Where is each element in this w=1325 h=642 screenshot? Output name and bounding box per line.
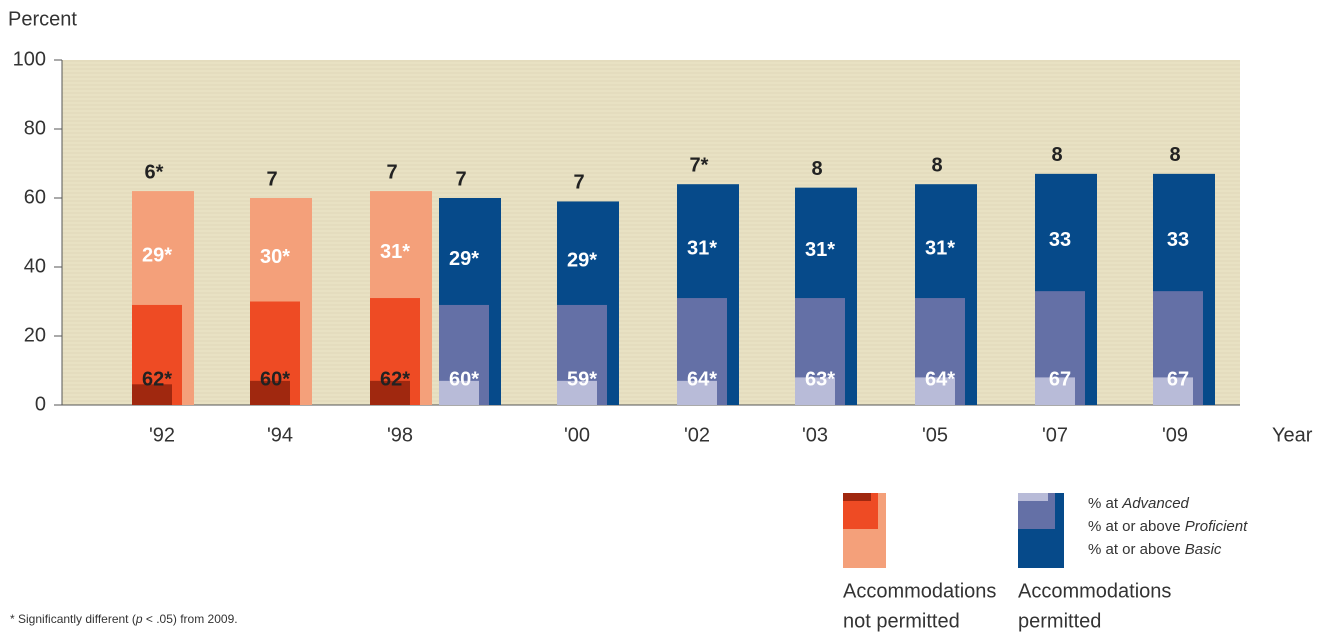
value-label: 64* xyxy=(925,368,955,390)
y-tick-label: 80 xyxy=(24,117,46,139)
value-label: 33 xyxy=(1167,229,1189,251)
legend-label: % at Advanced xyxy=(1088,495,1190,512)
legend-term: Advanced xyxy=(1121,495,1189,512)
legend-term: Proficient xyxy=(1185,518,1248,535)
bar-advanced xyxy=(132,384,172,405)
legend-prefix: % at or above xyxy=(1088,518,1181,535)
x-tick-label: '03 xyxy=(802,424,828,446)
value-label: 7 xyxy=(455,168,466,190)
x-tick-label: '98 xyxy=(387,424,413,446)
y-tick-label: 100 xyxy=(13,48,46,70)
legend-prefix: % at xyxy=(1088,495,1119,512)
y-tick-label: 40 xyxy=(24,255,46,277)
group-legend-label: not permitted xyxy=(843,610,960,632)
value-label: 62* xyxy=(380,368,410,390)
bar-advanced xyxy=(677,380,717,405)
value-label: 60* xyxy=(449,368,479,390)
bar-advanced xyxy=(795,377,835,405)
legend-prefix: % at or above xyxy=(1088,541,1181,558)
value-label: 8 xyxy=(1169,144,1180,166)
footnote: * Significantly different (p < .05) from… xyxy=(10,612,238,626)
y-tick-label: 0 xyxy=(35,393,46,415)
legend-swatch-permitted xyxy=(1018,493,1064,568)
x-tick-label: '05 xyxy=(922,424,948,446)
value-label: 31* xyxy=(925,237,955,259)
bar-advanced xyxy=(557,380,597,405)
value-label: 8 xyxy=(811,158,822,180)
value-label: 29* xyxy=(142,244,172,266)
y-tick-label: 20 xyxy=(24,324,46,346)
x-tick-label: '92 xyxy=(149,424,175,446)
bar-advanced xyxy=(1035,377,1075,405)
value-label: 67 xyxy=(1167,368,1189,390)
value-label: 7 xyxy=(573,172,584,194)
value-label: 7 xyxy=(266,168,277,190)
bar-advanced xyxy=(1153,377,1193,405)
x-tick-label: '94 xyxy=(267,424,293,446)
value-label: 7* xyxy=(690,154,709,176)
value-label: 31* xyxy=(805,239,835,261)
legend-term: Basic xyxy=(1185,541,1222,558)
group-legend-label: permitted xyxy=(1018,610,1101,632)
x-tick-label: '07 xyxy=(1042,424,1068,446)
x-axis-label: Year xyxy=(1272,424,1313,446)
value-label: 64* xyxy=(687,368,717,390)
legend-label: % at or above Basic xyxy=(1088,541,1222,558)
legend-swatch-not-permitted xyxy=(843,493,886,568)
value-label: 29* xyxy=(567,249,597,271)
legend-label: % at or above Proficient xyxy=(1088,518,1248,535)
group-legend-label: Accommodations xyxy=(1018,580,1171,602)
bar-advanced xyxy=(915,377,955,405)
value-label: 63* xyxy=(805,368,835,390)
value-label: 8 xyxy=(931,154,942,176)
group-legend-label: Accommodations xyxy=(843,580,996,602)
bar-advanced xyxy=(250,380,290,405)
value-label: 60* xyxy=(260,368,290,390)
y-tick-label: 60 xyxy=(24,186,46,208)
value-label: 29* xyxy=(449,248,479,270)
value-label: 59* xyxy=(567,368,597,390)
value-label: 6* xyxy=(145,161,164,183)
bar-advanced xyxy=(370,380,410,405)
value-label: 7 xyxy=(386,161,397,183)
value-label: 62* xyxy=(142,368,172,390)
value-label: 67 xyxy=(1049,368,1071,390)
x-tick-label: '09 xyxy=(1162,424,1188,446)
bar-advanced xyxy=(439,380,479,405)
y-axis-label: Percent xyxy=(8,8,77,30)
value-label: 31* xyxy=(380,241,410,263)
x-tick-label: '02 xyxy=(684,424,710,446)
x-tick-label: '00 xyxy=(564,424,590,446)
value-label: 31* xyxy=(687,237,717,259)
value-label: 8 xyxy=(1051,144,1062,166)
value-label: 33 xyxy=(1049,229,1071,251)
value-label: 30* xyxy=(260,246,290,268)
